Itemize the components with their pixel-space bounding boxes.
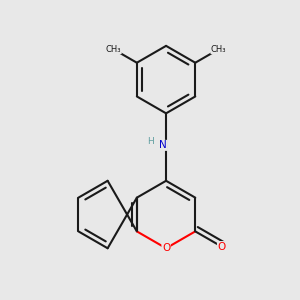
Text: H: H xyxy=(147,137,154,146)
Text: N: N xyxy=(159,140,167,150)
Text: O: O xyxy=(218,242,226,252)
Text: O: O xyxy=(162,243,170,253)
Text: CH₃: CH₃ xyxy=(211,45,226,54)
Text: CH₃: CH₃ xyxy=(106,45,121,54)
